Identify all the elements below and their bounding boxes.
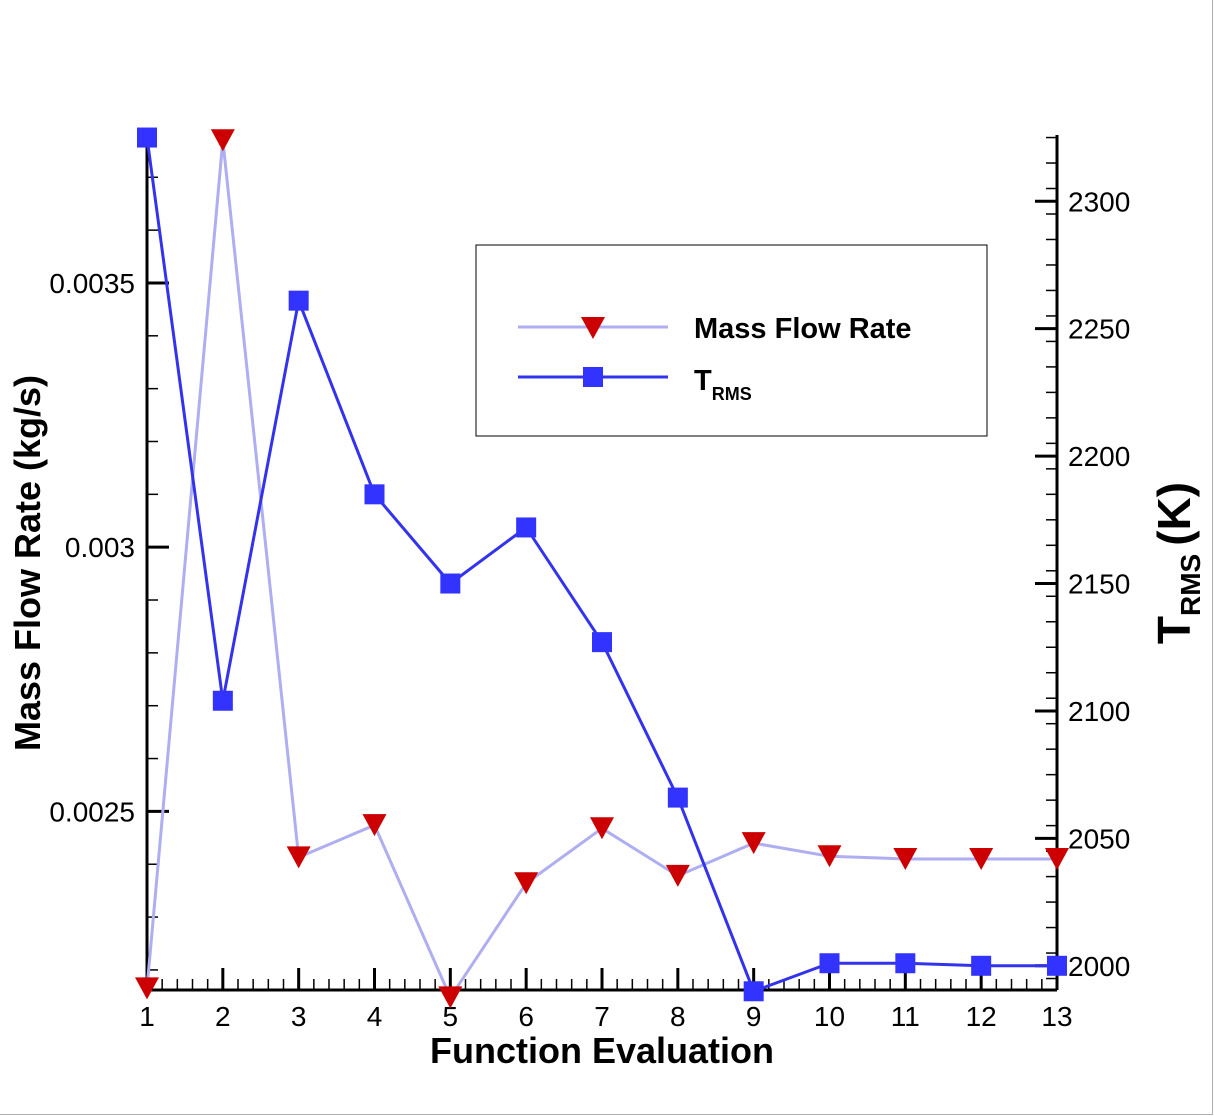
mass-flow-rate-point [893, 847, 918, 870]
mass-flow-rate-point [362, 814, 387, 837]
trms-point [1047, 955, 1067, 976]
legend-label-mass-flow: Mass Flow Rate [694, 313, 912, 345]
trms-point [516, 517, 537, 538]
mass-flow-rate-point [969, 847, 994, 870]
legend-box [475, 244, 988, 437]
y-right-tick-label: 2150 [1068, 569, 1130, 600]
trms-point [743, 981, 764, 1002]
x-tick-label: 11 [891, 1001, 920, 1032]
x-tick-label: 13 [1041, 1001, 1072, 1032]
x-tick-label: 3 [291, 1001, 307, 1032]
legend-label-trms-sub: RMS [712, 384, 752, 404]
ticks: 1 2 3 4 5 6 7 8 9 10 11 12 130.00250.0030.0035200020… [49, 136, 1130, 1032]
legend-label-trms: TRMS [694, 365, 752, 404]
y-left-tick-label: 0.003 [65, 532, 135, 563]
trms-point [971, 955, 992, 976]
legend: Mass Flow Rate TRMS [475, 244, 988, 437]
mass-flow-rate-point [210, 129, 235, 152]
y-left-tick-label: 0.0035 [49, 268, 135, 299]
trms-point [440, 573, 461, 594]
x-tick-label: 8 [670, 1001, 686, 1032]
x-tick-label: 6 [518, 1001, 534, 1032]
y-axis-right-title-main: T [1148, 616, 1200, 644]
y-axis-right-title-unit: (K) [1148, 482, 1200, 546]
x-tick-label: 10 [814, 1001, 845, 1032]
legend-marker-mass-flow [581, 317, 605, 339]
y-axis-left-title: Mass Flow Rate (kg/s) [7, 375, 48, 751]
trms-point [667, 787, 688, 808]
y-right-tick-label: 2200 [1068, 441, 1130, 472]
trms-point [592, 632, 612, 653]
trms-point [819, 953, 840, 974]
mass-flow-rate-point [1045, 847, 1069, 870]
x-axis-title: Function Evaluation [430, 1030, 774, 1071]
y-right-tick-label: 2000 [1068, 951, 1130, 982]
mass-flow-rate-point [665, 864, 690, 887]
y-axis-right-title-sub: RMS [1175, 554, 1206, 616]
y-right-tick-label: 2250 [1068, 314, 1130, 345]
y-right-tick-label: 2050 [1068, 823, 1130, 854]
legend-label-trms-main: T [694, 365, 712, 397]
trms-point [288, 290, 309, 311]
trms-point [364, 484, 385, 505]
y-right-tick-label: 2300 [1068, 186, 1130, 217]
x-tick-label: 1 [139, 1001, 155, 1032]
x-tick-label: 4 [367, 1001, 383, 1032]
x-tick-label: 12 [966, 1001, 997, 1032]
x-tick-label: 9 [746, 1001, 762, 1032]
trms-point [212, 690, 233, 711]
mass-flow-rate-point [286, 846, 311, 869]
y-right-tick-label: 2100 [1068, 696, 1130, 727]
trms-point [137, 127, 157, 148]
mass-flow-rate-point [514, 872, 539, 895]
mass-flow-rate-point [590, 817, 614, 840]
mass-flow-rate-point [135, 977, 159, 1000]
x-tick-label: 7 [594, 1001, 610, 1032]
y-axis-right-title: TRMS (K) [1148, 482, 1206, 644]
series-layer [135, 127, 1069, 1009]
mass-flow-rate-point [438, 986, 463, 1009]
y-left-tick-label: 0.0025 [49, 796, 135, 827]
mass-flow-rate-point [817, 845, 842, 868]
trms-point [895, 953, 916, 974]
x-tick-label: 2 [215, 1001, 231, 1032]
x-tick-label: 5 [443, 1001, 459, 1032]
legend-marker-trms [583, 367, 603, 387]
mass-flow-rate-point [741, 832, 766, 855]
